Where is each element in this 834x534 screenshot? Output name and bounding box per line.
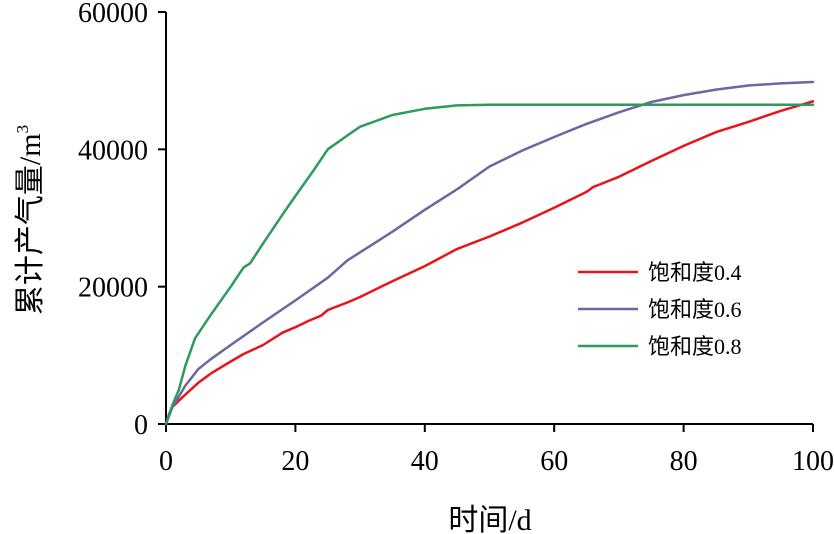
- series-line-3: [164, 103, 815, 426]
- series-line-2: [164, 80, 815, 426]
- x-ticks: 0 20 40 60 80 100: [159, 424, 834, 477]
- y-ticks: 0 20000 40000 60000: [78, 0, 166, 441]
- y-axis-label-superscript: 3: [13, 125, 32, 134]
- x-tick-label: 100: [792, 446, 834, 477]
- y-tick-label: 0: [134, 410, 148, 441]
- x-tick-label: 20: [281, 446, 309, 477]
- series-line-1: [164, 100, 815, 426]
- legend-label-1: 饱和度0.4: [648, 260, 742, 285]
- legend-label-3: 饱和度0.8: [648, 334, 742, 359]
- x-tick-label: 0: [159, 446, 173, 477]
- x-tick-label: 40: [411, 446, 439, 477]
- x-axis-label: 时间/d: [448, 504, 531, 534]
- y-tick-label: 20000: [78, 273, 148, 304]
- y-tick-label: 40000: [78, 135, 148, 166]
- x-tick-label: 80: [670, 446, 698, 477]
- plot-area: 0 20000 40000 60000 0 20 40 60 80 100: [78, 0, 834, 477]
- y-axis-label-text: 累计产气量/m: [14, 133, 47, 315]
- series-lines: [164, 80, 815, 426]
- legend-label-2: 饱和度0.6: [648, 297, 742, 322]
- legend: 饱和度0.4 饱和度0.6 饱和度0.8: [578, 260, 742, 359]
- y-axis-label: 累计产气量/m3: [13, 125, 47, 315]
- y-tick-label: 60000: [78, 0, 148, 29]
- x-tick-label: 60: [540, 446, 568, 477]
